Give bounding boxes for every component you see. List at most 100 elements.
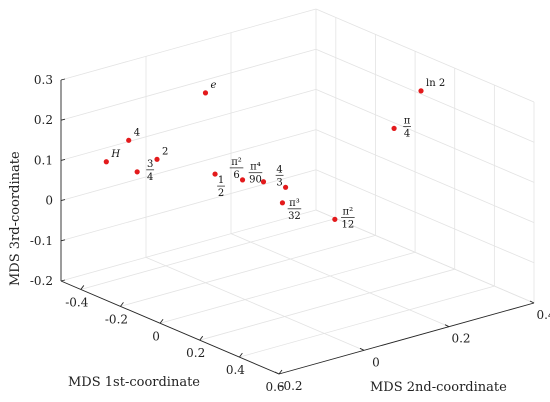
data-point: 34 bbox=[134, 159, 155, 183]
x-tick-label: 0 bbox=[152, 329, 160, 343]
point-marker bbox=[332, 216, 338, 222]
back-wall-grid-line bbox=[315, 89, 535, 183]
side-wall-grid-line bbox=[60, 209, 317, 282]
point-label-numerator: π² bbox=[231, 157, 242, 168]
z-tick-label: 0.3 bbox=[34, 73, 53, 87]
z-tick-mark bbox=[60, 199, 66, 202]
side-wall-grid-line bbox=[60, 129, 317, 201]
point-marker bbox=[260, 179, 267, 185]
x-tick-label: -0.4 bbox=[65, 295, 89, 309]
y-tick-label: -0.2 bbox=[279, 379, 302, 393]
side-wall-grid-line bbox=[60, 89, 317, 161]
data-point: π² 6 bbox=[229, 157, 246, 183]
point-label-numerator: π³ bbox=[289, 198, 300, 209]
back-wall-grid-line bbox=[315, 48, 535, 143]
x-tick-mark bbox=[80, 285, 85, 290]
floor-grid-line bbox=[120, 234, 376, 307]
point-label-numerator: π⁴ bbox=[250, 162, 261, 173]
point-label: ln 2 bbox=[426, 78, 445, 89]
z-axis-label: MDS 3rd-coordinate bbox=[8, 151, 23, 286]
y-tick-mark bbox=[359, 347, 365, 351]
data-point: 2 bbox=[154, 146, 168, 162]
data-point: 12 bbox=[212, 171, 225, 199]
floor-grid-line bbox=[159, 251, 416, 324]
x-tick-mark bbox=[239, 352, 243, 358]
floor-grid-line bbox=[230, 233, 450, 328]
tick-labels: -0.4-0.200.20.40.6-0.200.20.4-0.2-0.100.… bbox=[30, 73, 550, 394]
grid bbox=[60, 8, 535, 375]
point-label-denominator: 6 bbox=[233, 170, 239, 181]
point-marker bbox=[239, 177, 246, 183]
x-tick-label: 0.2 bbox=[186, 346, 205, 360]
side-wall-grid-line bbox=[60, 8, 317, 81]
y-tick-mark bbox=[274, 371, 280, 375]
data-point: H bbox=[103, 149, 120, 165]
point-marker bbox=[202, 90, 209, 96]
y-tick-label: 0 bbox=[372, 355, 380, 369]
x-tick-label: 0.4 bbox=[226, 363, 245, 377]
point-marker bbox=[134, 169, 140, 175]
y-tick-mark bbox=[529, 300, 535, 304]
side-wall-grid-line bbox=[60, 48, 317, 121]
data-point: 43 bbox=[275, 164, 289, 190]
back-wall-grid-line bbox=[315, 169, 535, 264]
point-label-denominator: 32 bbox=[288, 211, 301, 222]
x-axis-label: MDS 1st-coordinate bbox=[68, 375, 200, 390]
point-label: e bbox=[210, 80, 216, 91]
y-tick-mark bbox=[444, 324, 450, 328]
z-tick-mark bbox=[60, 78, 66, 81]
data-point: ln 2 bbox=[418, 78, 445, 94]
point-label-denominator: 12 bbox=[341, 219, 354, 230]
y-tick-label: 0.4 bbox=[536, 308, 550, 322]
point-marker bbox=[103, 159, 109, 165]
point-label-denominator: 90 bbox=[249, 175, 262, 186]
point-marker bbox=[279, 200, 286, 206]
y-axis-label: MDS 2nd-coordinate bbox=[370, 380, 507, 395]
point-label-denominator: 4 bbox=[404, 128, 410, 139]
point-label-numerator: π bbox=[404, 115, 411, 126]
data-point: π² 12 bbox=[332, 206, 355, 230]
point-label-numerator: 4 bbox=[276, 164, 282, 175]
z-tick-label: 0.1 bbox=[34, 153, 53, 167]
z-tick-mark bbox=[60, 158, 66, 161]
axes bbox=[60, 78, 535, 375]
x-tick-mark bbox=[159, 319, 164, 324]
point-label-denominator: 2 bbox=[218, 188, 224, 199]
floor-grid-line bbox=[80, 218, 336, 290]
z-tick-mark bbox=[60, 279, 66, 282]
back-wall-grid-line bbox=[315, 129, 535, 223]
point-label: 2 bbox=[162, 146, 168, 157]
y-tick-label: 0.2 bbox=[451, 332, 470, 346]
data-point: 4 bbox=[126, 127, 140, 143]
point-marker bbox=[212, 171, 218, 177]
point-label-denominator: 4 bbox=[147, 172, 153, 183]
z-tick-label: -0.2 bbox=[30, 274, 53, 288]
z-tick-mark bbox=[60, 118, 66, 121]
point-label: H bbox=[110, 149, 120, 160]
floor-grid-line bbox=[145, 256, 365, 351]
data-point: e bbox=[202, 80, 216, 96]
point-label-numerator: π² bbox=[343, 206, 354, 217]
z-tick-label: -0.1 bbox=[30, 234, 53, 248]
point-marker bbox=[418, 88, 424, 94]
point-label-denominator: 3 bbox=[276, 177, 282, 188]
floor-grid-line bbox=[239, 285, 495, 358]
floor-grid-line bbox=[199, 268, 455, 341]
x-tick-label: 0.6 bbox=[265, 380, 284, 394]
point-marker bbox=[126, 137, 132, 143]
point-marker bbox=[154, 156, 160, 162]
x-tick-label: -0.2 bbox=[105, 312, 128, 326]
side-wall-grid-line bbox=[60, 169, 317, 242]
x-tick-mark bbox=[278, 369, 283, 375]
x-tick-mark bbox=[120, 302, 124, 307]
point-marker bbox=[391, 125, 397, 132]
data-point: π³ 32 bbox=[279, 198, 302, 222]
x-axis-line bbox=[60, 280, 280, 375]
back-wall-grid-line bbox=[315, 8, 535, 103]
z-tick-label: 0 bbox=[45, 194, 53, 208]
point-marker bbox=[282, 184, 289, 190]
z-tick-label: 0.2 bbox=[34, 113, 53, 127]
back-wall-grid-line bbox=[315, 209, 535, 304]
